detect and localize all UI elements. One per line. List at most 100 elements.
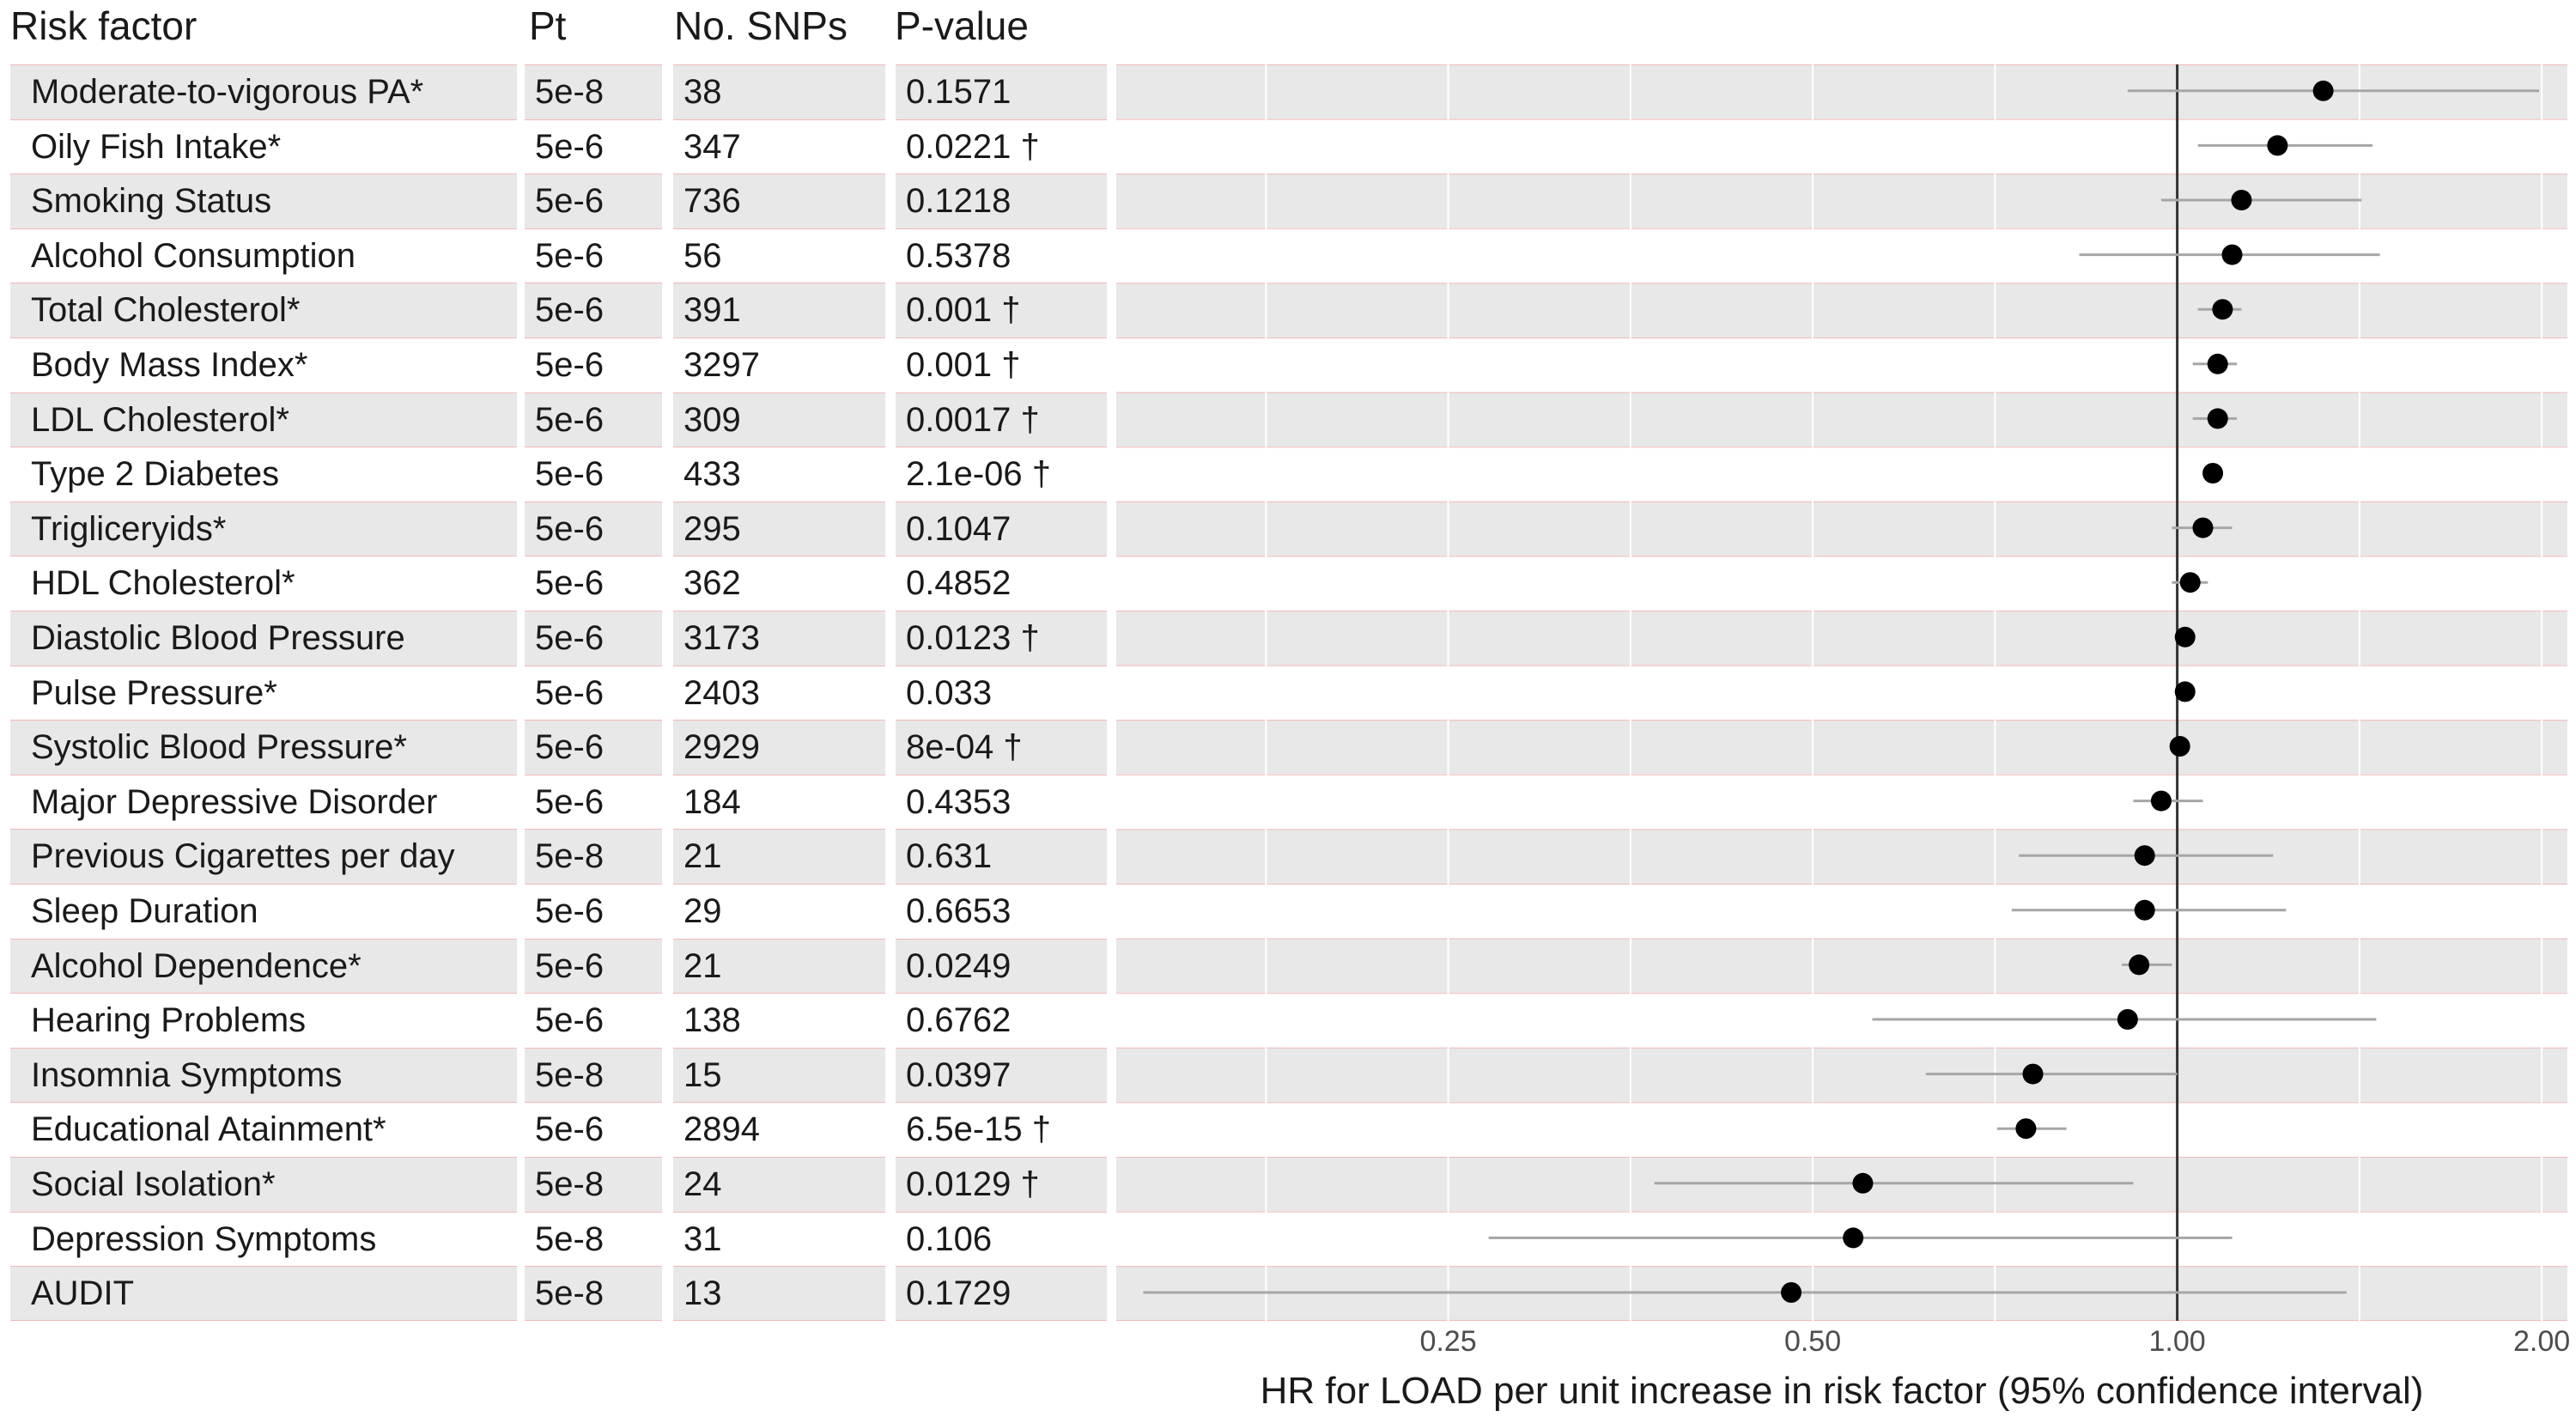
table-row: 5e-6 (525, 774, 662, 830)
plot-row-band (1116, 501, 2567, 556)
table-row: 29 (673, 884, 885, 939)
risk-factor-column: Moderate-to-vigorous PA* Oily Fish Intake… (10, 64, 517, 1321)
risk-factor-cell: Moderate-to-vigorous PA* (31, 73, 424, 111)
risk-factor-cell: Hearing Problems (31, 1001, 307, 1040)
pt-cell: 5e-8 (535, 73, 605, 111)
p-value-column: 0.1571 0.0221 † 0.1218 0.5378 0.001 † 0.001 †… (896, 64, 1107, 1321)
risk-factor-cell: Major Depressive Disorder (31, 782, 438, 821)
hr-point (2174, 681, 2196, 702)
p-value-cell: 0.0249 (906, 946, 1012, 985)
snps-cell: 736 (683, 182, 741, 221)
table-row: 0.0123 † (896, 611, 1107, 666)
plot-row-band (1116, 1047, 2567, 1103)
table-row: 0.106 (896, 1211, 1107, 1267)
table-row: 2894 (673, 1102, 885, 1157)
table-row: 5e-8 (525, 829, 662, 884)
risk-factor-cell: Diastolic Blood Pressure (31, 619, 405, 657)
pt-column: 5e-8 5e-6 5e-6 5e-6 5e-6 5e-6 5e-6 5e-6 5e-6 5e-6… (525, 64, 662, 1321)
pt-cell: 5e-8 (535, 1219, 605, 1258)
table-row: 309 (673, 392, 885, 447)
p-value-cell: 0.1218 (906, 182, 1012, 221)
p-value-cell: 0.0397 (906, 1055, 1012, 1094)
p-value-cell: 0.4852 (906, 564, 1012, 603)
snps-cell: 2403 (683, 673, 760, 712)
plot-row-band (1116, 392, 2567, 447)
hr-point (2202, 463, 2224, 483)
table-row: 0.0221 † (896, 119, 1107, 174)
table-row: 0.1218 (896, 173, 1107, 228)
risk-factor-cell: Type 2 Diabetes (31, 455, 280, 494)
table-row: 5e-6 (525, 611, 662, 666)
pt-cell: 5e-6 (535, 782, 605, 821)
table-row: 0.001 † (896, 283, 1107, 338)
risk-factor-cell: Smoking Status (31, 182, 272, 221)
p-value-cell: 8e-04 † (906, 728, 1023, 767)
plot-row-band (1116, 447, 2567, 502)
risk-factor-cell: Depression Symptoms (31, 1219, 377, 1258)
table-row: 8e-04 † (896, 720, 1107, 775)
table-row: Oily Fish Intake* (10, 119, 517, 174)
table-row: Sleep Duration (10, 884, 517, 939)
table-row: 5e-8 (525, 1047, 662, 1103)
plot-row-band (1116, 829, 2567, 884)
table-row: 362 (673, 556, 885, 611)
table-row: 0.631 (896, 829, 1107, 884)
table-row: Body Mass Index* (10, 338, 517, 392)
table-row: 13 (673, 1266, 885, 1321)
p-value-cell: 0.0221 † (906, 127, 1040, 166)
header-p-value: P-value (895, 3, 1029, 48)
snps-cell: 21 (683, 837, 722, 876)
hr-point (2231, 190, 2252, 210)
table-row: 736 (673, 173, 885, 228)
table-row: 5e-6 (525, 501, 662, 556)
p-value-cell: 0.0129 † (906, 1165, 1040, 1203)
table-row: 0.0129 † (896, 1157, 1107, 1212)
p-value-cell: 0.106 (906, 1219, 993, 1258)
table-row: Trigliceryids* (10, 501, 517, 556)
table-row: 5e-6 (525, 283, 662, 338)
snps-cell: 433 (683, 455, 741, 494)
risk-factor-cell: Total Cholesterol* (31, 291, 301, 330)
pt-cell: 5e-6 (535, 619, 605, 657)
table-row: Moderate-to-vigorous PA* (10, 64, 517, 119)
pt-cell: 5e-6 (535, 892, 605, 930)
table-row: 5e-6 (525, 447, 662, 502)
table-row: Insomnia Symptoms (10, 1047, 517, 1103)
table-row: AUDIT (10, 1266, 517, 1321)
table-row: 295 (673, 501, 885, 556)
table-row: 5e-6 (525, 665, 662, 721)
risk-factor-cell: Alcohol Dependence* (31, 946, 361, 985)
table-row: 0.6762 (896, 993, 1107, 1048)
risk-factor-cell: Previous Cigarettes per day (31, 837, 455, 876)
snps-cell: 56 (683, 236, 722, 275)
table-row: 21 (673, 829, 885, 884)
pt-cell: 5e-6 (535, 673, 605, 712)
p-value-cell: 0.4353 (906, 782, 1012, 821)
pt-cell: 5e-8 (535, 837, 605, 876)
table-row: 5e-6 (525, 228, 662, 283)
p-value-cell: 0.0017 † (906, 400, 1040, 439)
plot-row-band (1116, 611, 2567, 666)
plot-row-band (1116, 338, 2567, 392)
p-value-cell: 0.631 (906, 837, 993, 876)
header-risk-factor: Risk factor (10, 3, 197, 48)
table-row: 433 (673, 447, 885, 502)
snps-cell: 2894 (683, 1110, 760, 1149)
hr-point (2015, 1118, 2037, 1140)
table-row: 5e-6 (525, 1102, 662, 1157)
hr-point (1843, 1227, 1864, 1249)
plot-row-band (1116, 774, 2567, 830)
p-value-cell: 0.5378 (906, 236, 1012, 275)
p-value-cell: 0.1729 (906, 1274, 1012, 1313)
table-row: 5e-6 (525, 338, 662, 392)
snps-cell: 24 (683, 1165, 722, 1203)
pt-cell: 5e-6 (535, 400, 605, 439)
pt-cell: 5e-6 (535, 346, 605, 384)
table-row: 6.5e-15 † (896, 1102, 1107, 1157)
table-row: Social Isolation* (10, 1157, 517, 1212)
table-row: 5e-8 (525, 1157, 662, 1212)
table-row: 0.5378 (896, 228, 1107, 283)
hr-point (1852, 1172, 1874, 1194)
p-value-cell: 0.001 † (906, 291, 1021, 330)
table-row: 3297 (673, 338, 885, 392)
